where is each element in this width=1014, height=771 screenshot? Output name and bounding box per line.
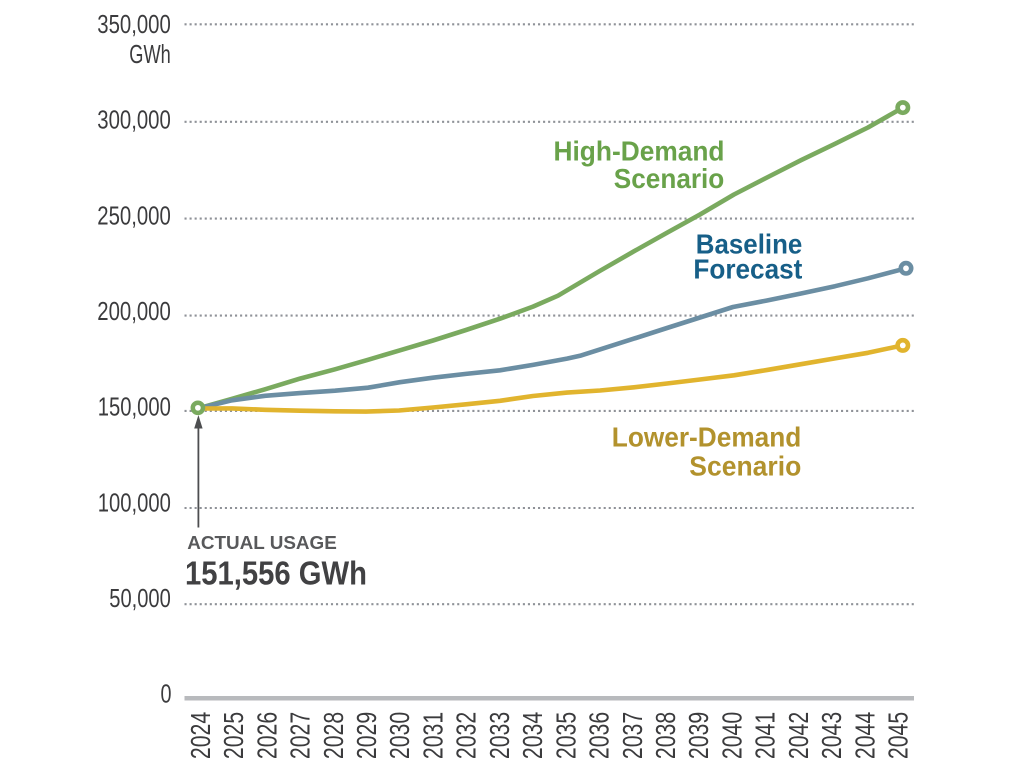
- svg-text:2032: 2032: [451, 712, 482, 759]
- svg-text:50,000: 50,000: [109, 585, 171, 613]
- svg-text:2040: 2040: [716, 712, 747, 759]
- svg-text:2027: 2027: [285, 712, 316, 759]
- svg-text:2030: 2030: [384, 712, 415, 759]
- svg-text:2041: 2041: [750, 712, 781, 759]
- svg-text:Lower-Demand: Lower-Demand: [612, 422, 802, 453]
- svg-text:200,000: 200,000: [97, 298, 171, 326]
- svg-text:GWh: GWh: [129, 41, 171, 69]
- svg-text:2034: 2034: [517, 712, 548, 759]
- svg-text:2031: 2031: [417, 712, 448, 759]
- svg-text:2044: 2044: [849, 712, 880, 759]
- svg-text:Forecast: Forecast: [693, 254, 802, 285]
- svg-text:0: 0: [161, 681, 172, 709]
- svg-text:2025: 2025: [218, 712, 249, 759]
- svg-text:2026: 2026: [251, 712, 282, 759]
- svg-text:2038: 2038: [650, 712, 681, 759]
- svg-text:2029: 2029: [351, 712, 382, 759]
- svg-text:350,000: 350,000: [97, 11, 171, 39]
- svg-text:250,000: 250,000: [97, 202, 171, 230]
- svg-text:ACTUAL USAGE: ACTUAL USAGE: [187, 532, 336, 553]
- svg-text:Scenario: Scenario: [689, 451, 801, 482]
- svg-text:2024: 2024: [185, 712, 216, 759]
- svg-text:High-Demand: High-Demand: [554, 135, 725, 166]
- svg-text:100,000: 100,000: [98, 489, 171, 517]
- svg-text:2039: 2039: [683, 712, 714, 759]
- svg-text:2035: 2035: [550, 712, 581, 759]
- svg-text:2037: 2037: [617, 712, 648, 759]
- svg-text:2036: 2036: [584, 712, 615, 759]
- svg-text:Baseline: Baseline: [696, 229, 803, 260]
- svg-text:Scenario: Scenario: [614, 163, 725, 194]
- svg-text:2028: 2028: [318, 712, 349, 759]
- svg-text:300,000: 300,000: [97, 107, 171, 135]
- svg-text:2045: 2045: [883, 712, 914, 759]
- svg-text:2033: 2033: [484, 712, 515, 759]
- svg-text:150,000: 150,000: [98, 394, 171, 422]
- svg-text:151,556 GWh: 151,556 GWh: [185, 555, 367, 592]
- svg-text:2043: 2043: [816, 712, 847, 759]
- svg-text:2042: 2042: [783, 712, 814, 759]
